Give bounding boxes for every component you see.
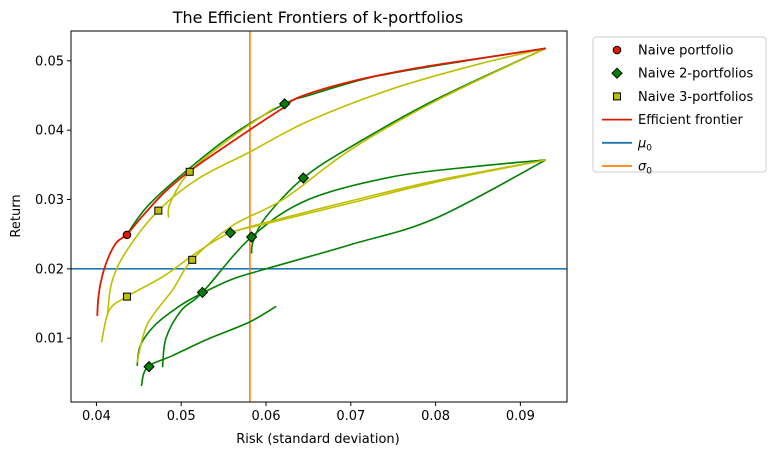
legend-label-text: Naive portfolio — [638, 44, 734, 59]
x-axis-title: Risk (standard deviation) — [236, 432, 399, 447]
legend-label-text: Efficient frontier — [638, 113, 744, 128]
y-tick-label: 0.01 — [35, 332, 64, 347]
plot-area — [71, 31, 567, 402]
x-tick-label: 0.05 — [167, 409, 196, 424]
legend: Naive portfolio Naive 2-portfolios Naive 3… — [592, 36, 767, 177]
legend-label-text: Naive 3-portfolios — [638, 90, 753, 105]
legend-label-text: Naive 2-portfolios — [638, 67, 753, 82]
naive-3-portfolio-marker — [185, 167, 194, 176]
legend-box — [592, 36, 767, 173]
y-axis: 0.01 0.02 0.03 0.04 0.05 — [35, 54, 71, 347]
legend-label-1: Naive 2-portfolios — [638, 67, 753, 82]
legend-label-0: Naive portfolio — [638, 44, 734, 59]
legend-label-2: Naive 3-portfolios — [638, 90, 753, 105]
naive-3-portfolio-marker — [188, 255, 197, 264]
x-tick-label: 0.06 — [252, 409, 281, 424]
legend-label-3: Efficient frontier — [638, 113, 744, 128]
x-axis: 0.04 0.05 0.06 0.07 0.08 0.09 — [82, 402, 535, 424]
y-tick-label: 0.05 — [35, 54, 64, 69]
legend-label-4: μ0 — [637, 136, 652, 153]
legend-naive-2-portfolios-marker — [611, 67, 623, 79]
plot-frame — [70, 30, 568, 403]
legend-naive-3-portfolios-marker — [613, 92, 621, 101]
y-tick-label: 0.04 — [35, 124, 64, 139]
k2-frontier-line — [136, 159, 547, 367]
k2-frontier-line — [161, 159, 546, 368]
naive-portfolio-marker — [122, 230, 132, 240]
legend-naive-portfolio-marker — [612, 45, 622, 55]
x-tick-label: 0.04 — [82, 409, 111, 424]
legend-label-text: σ — [638, 160, 647, 175]
legend-label-text: μ — [637, 136, 646, 151]
naive-3-portfolio-marker — [154, 206, 163, 215]
k3-frontier-line — [106, 47, 546, 317]
k2-frontier-line — [250, 47, 547, 254]
x-tick-label: 0.09 — [506, 409, 535, 424]
naive-3-portfolio-marker — [122, 292, 131, 301]
legend-label-subscript: 0 — [646, 143, 652, 153]
k3-frontier-line — [228, 159, 546, 234]
x-tick-label: 0.08 — [421, 409, 450, 424]
naive-2-portfolio-marker — [196, 286, 209, 299]
y-tick-label: 0.02 — [35, 262, 64, 277]
naive-2-portfolio-marker — [278, 98, 291, 110]
legend-label-subscript: 0 — [646, 167, 652, 177]
y-tick-label: 0.03 — [35, 193, 64, 208]
naive-2-portfolio-marker — [224, 227, 237, 239]
chart-title: The Efficient Frontiers of k-portfolios — [172, 8, 464, 27]
legend-label-5: σ0 — [638, 160, 652, 177]
naive-2-portfolio-marker — [245, 231, 258, 243]
naive-2-portfolio-marker — [297, 172, 310, 184]
x-tick-label: 0.07 — [336, 409, 365, 424]
y-axis-title: Return — [9, 194, 24, 237]
k3-frontier-line — [136, 47, 547, 363]
naive-2-portfolio-marker — [143, 360, 155, 373]
